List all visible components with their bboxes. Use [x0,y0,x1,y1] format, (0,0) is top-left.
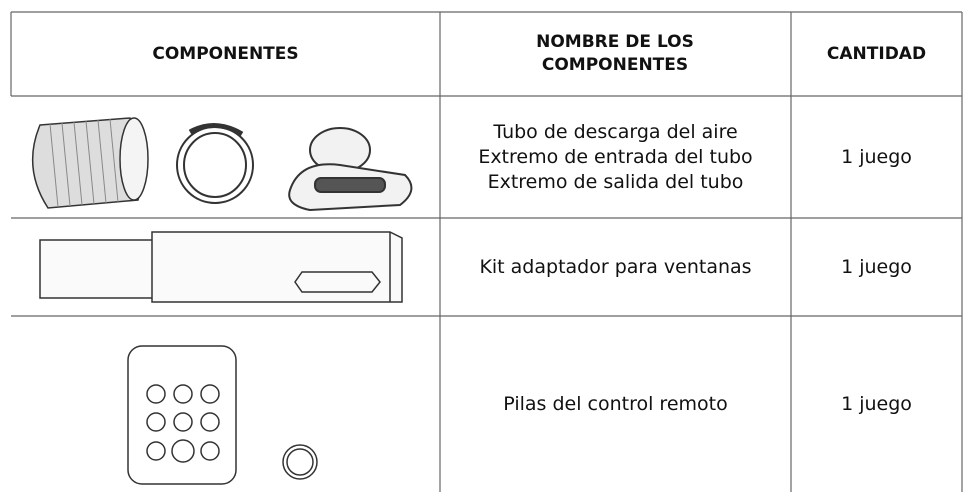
name-line: Pilas del control remoto [503,392,728,415]
quantity-cell: 1 juego [791,218,962,316]
name-cell: Kit adaptador para ventanas [440,218,791,316]
quantity-cell: 1 juego [791,316,962,492]
name-line: Kit adaptador para ventanas [479,255,752,278]
header-cell: CANTIDAD [791,12,962,96]
quantity: 1 juego [841,392,912,415]
quantity: 1 juego [841,255,912,278]
inlet-ring-illustration [176,123,254,204]
name-cell: Tubo de descarga del aire Extremo de ent… [440,96,791,218]
grid-lines [10,11,963,492]
window-kit-illustration [39,231,403,303]
quantity-cell: 1 juego [791,96,962,218]
outlet-nozzle-illustration [288,127,413,212]
header-cell: COMPONENTES [11,12,440,96]
header-text: CANTIDAD [826,43,927,64]
name-line: Extremo de entrada del tubo [478,145,753,168]
name-line: Extremo de salida del tubo [487,170,744,193]
remote-illustration [127,345,318,485]
quantity: 1 juego [841,145,912,168]
header-cell: NOMBRE DE LOS COMPONENTES [520,12,710,96]
header-text: COMPONENTES [152,43,299,64]
header-text: NOMBRE DE LOS COMPONENTES [536,32,694,75]
name-cell: Pilas del control remoto [440,316,791,492]
hose-illustration [31,117,149,209]
name-line: Tubo de descarga del aire [493,120,738,143]
